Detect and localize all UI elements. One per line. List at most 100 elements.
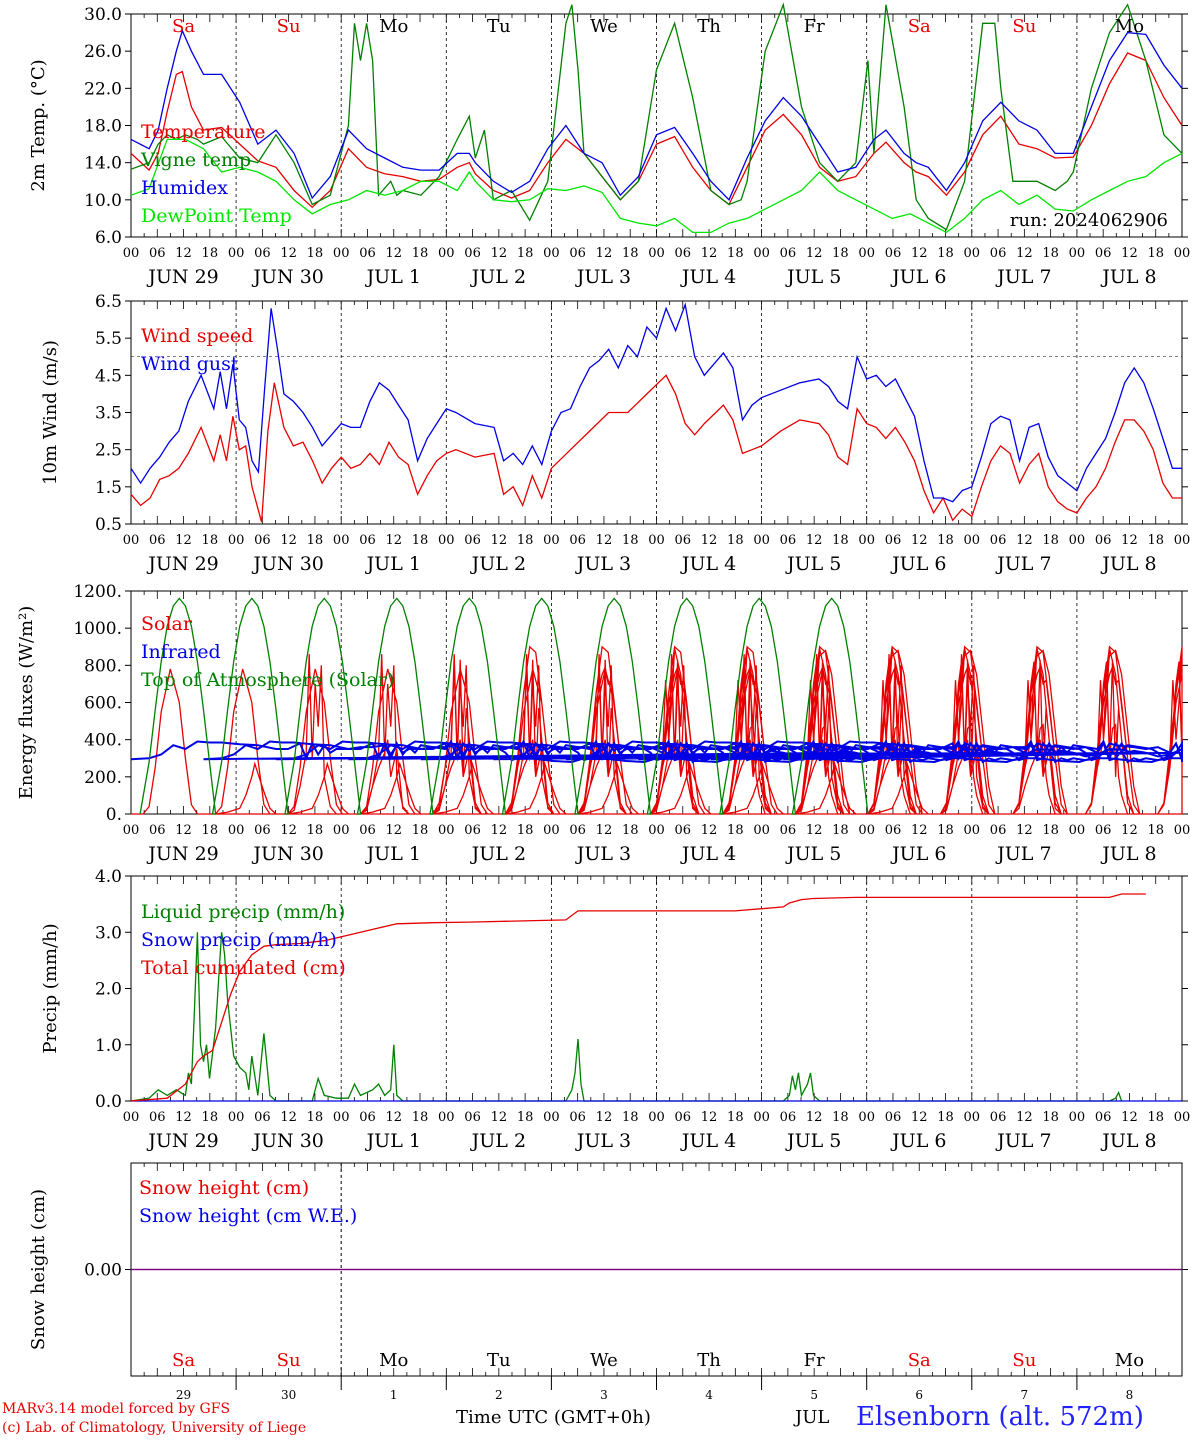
panel1-hour-label: 18: [517, 246, 534, 261]
panel1-hour-label: 06: [254, 246, 271, 261]
bottom-day-number: 6: [915, 1388, 923, 1402]
panel2-series-wind-speed: [130, 374, 1182, 523]
panel2-day-label: JUL 1: [365, 553, 421, 575]
panel4-hour-label: 06: [780, 1110, 797, 1125]
panel1-hour-label: 18: [622, 246, 639, 261]
panel2-hour-label: 06: [885, 533, 902, 548]
panel4-day-label: JUN 29: [146, 1130, 218, 1152]
panel3-hour-label: 06: [569, 823, 586, 838]
panel1-ytick-label: 18.0: [84, 117, 122, 137]
panel3-hour-label: 00: [228, 823, 245, 838]
weekday-label-bottom: Sa: [172, 1350, 195, 1371]
panel4-hour-label: 06: [149, 1110, 166, 1125]
panel4-hour-label: 00: [648, 1110, 665, 1125]
panel1-hour-label: 06: [569, 246, 586, 261]
panel5-ytick-label: 0.00: [84, 1261, 122, 1281]
panel3-ylabel: Energy fluxes (W/m²): [16, 606, 37, 800]
panel4-day-label: JUL 5: [785, 1130, 841, 1152]
panel2-hour-label: 06: [990, 533, 1007, 548]
panel4-hour-label: 00: [228, 1110, 245, 1125]
panel3-hour-label: 12: [911, 823, 928, 838]
panel2-hour-label: 12: [911, 533, 928, 548]
panel3-hour-label: 12: [1121, 823, 1138, 838]
panel3-hour-label: 06: [1095, 823, 1112, 838]
panel2-day-label: JUL 5: [785, 553, 841, 575]
panel2-hour-label: 06: [254, 533, 271, 548]
station-label: Elsenborn (alt. 572m): [856, 1402, 1144, 1432]
panel5-legend-snow-height-cm-: Snow height (cm): [139, 1177, 309, 1199]
panel1-legend-humidex: Humidex: [141, 177, 228, 199]
panel1-hour-label: 00: [333, 246, 350, 261]
panel4-day-label: JUL 8: [1100, 1130, 1156, 1152]
panel1-ytick-label: 30.0: [84, 5, 122, 25]
panel3-hour-label: 06: [254, 823, 271, 838]
panel4-hour-label: 00: [964, 1110, 981, 1125]
panel4-ytick-label: 4.0: [95, 867, 122, 887]
panel1-day-label: JUL 3: [575, 266, 631, 288]
panel1-hour-label: 18: [412, 246, 429, 261]
panel3-hour-label: 18: [832, 823, 849, 838]
panel1-hour-label: 12: [1016, 246, 1033, 261]
panel1-hour-label: 18: [727, 246, 744, 261]
panel1-day-label: JUL 4: [680, 266, 736, 288]
panel1-hour-label: 06: [149, 246, 166, 261]
bottom-day-number: 4: [705, 1388, 713, 1402]
panel3-day-label: JUL 6: [890, 843, 946, 865]
panel2-series-wind-gust: [130, 302, 1182, 503]
panel2-hour-label: 00: [543, 533, 560, 548]
panel4-hour-label: 18: [412, 1110, 429, 1125]
bottom-day-number: 29: [176, 1388, 191, 1402]
weekday-label-top: Su: [277, 16, 301, 37]
weekday-label-top: We: [590, 16, 618, 37]
panel2-ytick-label: 1.5: [95, 478, 122, 498]
panel1-hour-label: 00: [964, 246, 981, 261]
panel3-hour-label: 06: [780, 823, 797, 838]
panel2-hour-label: 18: [517, 533, 534, 548]
panel3-hour-label: 00: [543, 823, 560, 838]
panel1-day-label: JUL 6: [890, 266, 946, 288]
panel3-hour-label: 12: [806, 823, 823, 838]
panel4-day-label: JUL 7: [995, 1130, 1051, 1152]
panel1-series-dewpoint-temp: [130, 138, 1183, 234]
panel1-hour-label: 00: [543, 246, 560, 261]
panel3-day-label: JUL 8: [1100, 843, 1156, 865]
panel3-day-label: JUL 1: [365, 843, 421, 865]
panel4-day-label: JUL 1: [365, 1130, 421, 1152]
panel1-hour-label: 18: [1147, 246, 1164, 261]
panel2-hour-label: 18: [937, 533, 954, 548]
panel3-hour-label: 18: [1147, 823, 1164, 838]
panel4-hour-label: 00: [753, 1110, 770, 1125]
panel2-hour-label: 06: [359, 533, 376, 548]
panel2-ytick-label: 2.5: [95, 441, 122, 461]
panel1-hour-label: 00: [1174, 246, 1191, 261]
panel4-hour-label: 00: [333, 1110, 350, 1125]
panel1-legend-vigne-temp: Vigne temp: [140, 149, 251, 171]
panel2-hour-label: 00: [228, 533, 245, 548]
panel1-hour-label: 18: [202, 246, 219, 261]
panel1-ytick-label: 10.0: [84, 191, 122, 211]
bottom-day-number: 8: [1126, 1388, 1134, 1402]
panel4-day-label: JUN 30: [251, 1130, 323, 1152]
panel3-hour-label: 00: [333, 823, 350, 838]
panel2-hour-label: 06: [569, 533, 586, 548]
panel4-hour-label: 18: [307, 1110, 324, 1125]
panel4-hour-label: 12: [1121, 1110, 1138, 1125]
x-axis-title: Time UTC (GMT+0h): [456, 1407, 651, 1428]
panel4-hour-label: 00: [858, 1110, 875, 1125]
panel3-hour-label: 00: [648, 823, 665, 838]
panel2-hour-label: 12: [491, 533, 508, 548]
panel1-day-label: JUL 5: [785, 266, 841, 288]
lab-credit: (c) Lab. of Climatology, University of L…: [2, 1420, 307, 1436]
panel3-hour-label: 00: [438, 823, 455, 838]
panel1-ylabel: 2m Temp. (°C): [28, 59, 49, 191]
panel1-day-label: JUL 1: [365, 266, 421, 288]
panel4-ytick-label: 0.0: [95, 1092, 122, 1112]
panel3-hour-label: 06: [149, 823, 166, 838]
panel2-hour-label: 12: [280, 533, 297, 548]
panel4-ytick-label: 1.0: [95, 1036, 122, 1056]
panel4-hour-label: 00: [1069, 1110, 1086, 1125]
panel4-hour-label: 18: [832, 1110, 849, 1125]
panel2-hour-label: 12: [175, 533, 192, 548]
panel1-hour-label: 00: [753, 246, 770, 261]
panel4-day-label: JUL 3: [575, 1130, 631, 1152]
